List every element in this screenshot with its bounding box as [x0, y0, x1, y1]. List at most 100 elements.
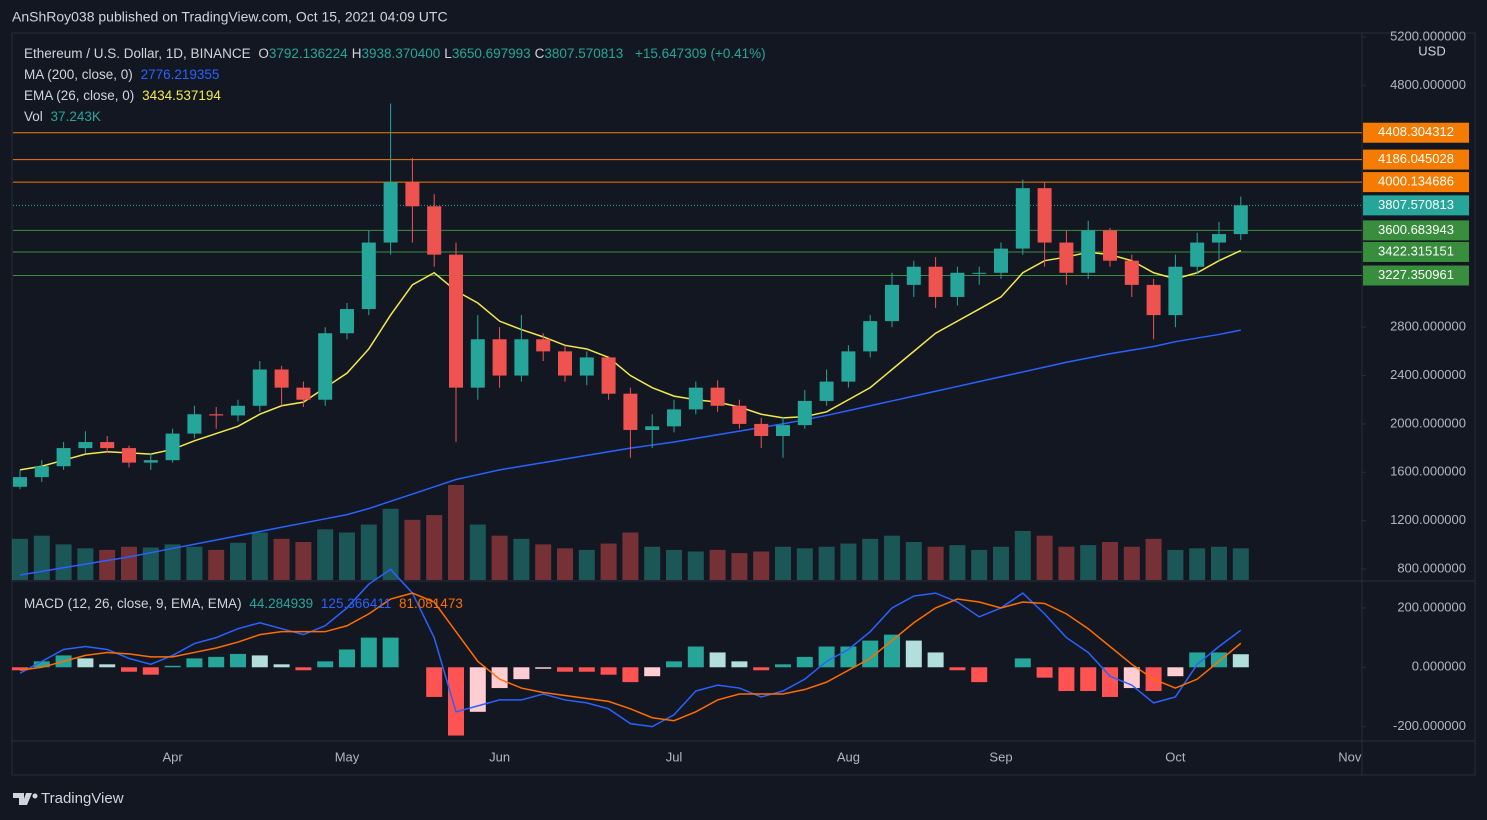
volume-bar — [775, 546, 791, 580]
volume-bar — [230, 542, 246, 580]
vol-name: Vol — [24, 109, 43, 124]
ma-value: 2776.219355 — [140, 67, 220, 82]
ohlc-value: 3792.136224 — [268, 46, 348, 61]
y-tick-label: 2800.000000 — [1390, 319, 1466, 334]
histogram-bar — [426, 667, 443, 697]
volume-bar — [339, 532, 355, 580]
candle-body — [165, 433, 180, 461]
histogram-bar — [1232, 654, 1249, 668]
y-tick-label: 800.000000 — [1397, 560, 1466, 575]
candle-body — [405, 182, 420, 207]
ohlc-value: 3938.370400 — [361, 46, 441, 61]
last-price-label: 3807.570813 — [1378, 197, 1454, 212]
candle-body — [906, 266, 921, 285]
x-tick-label: Jun — [489, 749, 510, 764]
x-tick-label: Sep — [989, 749, 1012, 764]
volume-bar — [186, 546, 203, 580]
ohlc-label: H — [351, 46, 362, 61]
candle-body — [1015, 188, 1030, 249]
histogram-bar — [1167, 667, 1184, 677]
candle-body — [819, 381, 834, 401]
candle-body — [1233, 205, 1248, 235]
macd-value: 125.366411 — [320, 596, 392, 611]
ohlc-label: C — [534, 46, 545, 61]
y-tick-label: 1200.000000 — [1390, 512, 1466, 527]
candle-body — [78, 442, 93, 449]
volume-bar — [99, 549, 116, 580]
histogram-bar — [208, 656, 225, 668]
volume-bar — [273, 538, 290, 580]
volume-bar — [448, 485, 464, 580]
volume-bar — [1036, 535, 1053, 580]
histogram-bar — [971, 667, 988, 683]
volume-bar — [1167, 549, 1184, 580]
candle-body — [318, 333, 333, 400]
candle-body — [972, 272, 987, 274]
histogram-bar — [818, 646, 835, 668]
volume-bar — [142, 547, 159, 580]
volume-bar — [731, 553, 748, 580]
volume-bar — [949, 545, 966, 580]
candle-body — [754, 423, 769, 437]
histogram-bar — [1080, 667, 1097, 692]
series-line — [19, 592, 1242, 722]
histogram-bar — [513, 667, 530, 680]
histogram-bar — [1211, 652, 1227, 668]
change: +15.647309 (+0.41%) — [635, 46, 766, 61]
level-tag-label: 4186.045028 — [1378, 151, 1454, 166]
y-tick-label: 4800.000000 — [1390, 77, 1466, 92]
ohlc-value: 3650.697993 — [451, 46, 531, 61]
volume-bar — [1145, 538, 1162, 580]
candle-body — [187, 414, 202, 434]
histogram-bar — [709, 652, 726, 668]
histogram-bar — [557, 667, 573, 672]
volume-bar — [535, 544, 552, 580]
x-tick-label: Oct — [1165, 749, 1186, 764]
level-tag-label: 4000.134686 — [1378, 174, 1454, 189]
candle-body — [449, 254, 463, 388]
volume-bar — [513, 538, 530, 580]
histogram-bar — [1058, 667, 1075, 692]
candle-body — [514, 339, 529, 376]
candle-body — [885, 284, 899, 322]
ema-value: 3434.537194 — [142, 88, 221, 103]
volume-bar — [993, 546, 1009, 580]
histogram-bar — [491, 667, 508, 689]
histogram-bar — [731, 661, 748, 668]
candle-body — [100, 442, 115, 449]
y-tick-label: 0.000000 — [1412, 659, 1466, 674]
legend-ema: EMA (26, close, 0) 3434.537194 — [24, 88, 225, 103]
histogram-bar — [796, 656, 813, 668]
candle-body — [1212, 234, 1226, 243]
volume-bar — [971, 549, 988, 580]
candle-body — [797, 400, 812, 426]
macd-name: MACD (12, 26, close, 9, EMA, EMA) — [24, 596, 242, 611]
candle-body — [579, 357, 594, 376]
candle-body — [231, 405, 245, 416]
volume-bar — [426, 515, 443, 580]
volume-bar — [1232, 548, 1249, 580]
histogram-bar — [905, 640, 922, 668]
histogram-bar — [622, 667, 639, 683]
histogram-bar — [295, 667, 312, 671]
histogram-bar — [186, 658, 203, 668]
candle-body — [340, 309, 354, 334]
ma-name: MA (200, close, 0) — [24, 67, 133, 82]
volume-bar — [622, 532, 639, 580]
legend-main: Ethereum / U.S. Dollar, 1D, BINANCE O379… — [24, 46, 770, 61]
histogram-bar — [360, 637, 377, 668]
candle-body — [361, 242, 376, 310]
histogram-bar — [12, 667, 28, 671]
volume-bar — [1014, 530, 1031, 580]
volume-bar — [33, 535, 50, 580]
candle-body — [1037, 188, 1052, 243]
candle-body — [492, 339, 507, 376]
candle-body — [1059, 242, 1074, 273]
histogram-bar — [164, 665, 181, 668]
volume-bar — [862, 538, 879, 580]
last-price-tag — [1363, 195, 1469, 216]
candle-body — [122, 448, 136, 463]
volume-bar — [644, 546, 661, 580]
volume-bar — [12, 538, 28, 580]
volume-bar — [840, 543, 857, 580]
